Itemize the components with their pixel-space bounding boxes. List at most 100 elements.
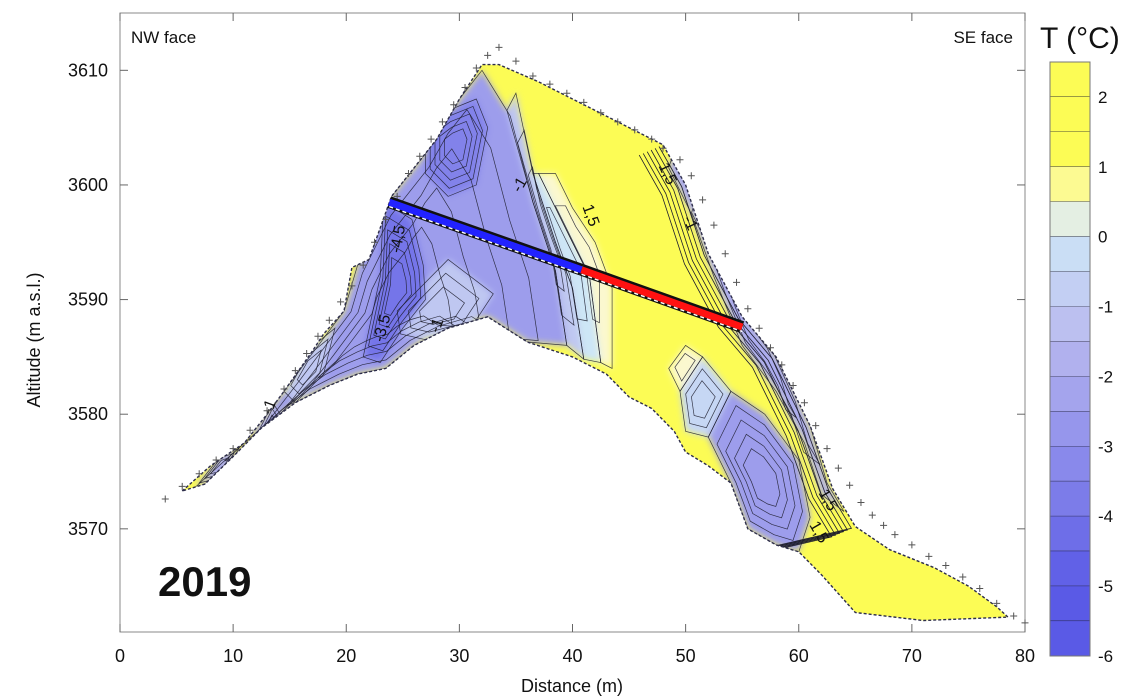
electrode-markers: [161, 43, 1029, 627]
contour-line: [546, 207, 588, 322]
electrode-marker: [891, 531, 899, 539]
x-tick-label: 60: [789, 646, 809, 666]
y-axis-label: Altitude (m a.s.l.): [24, 272, 44, 407]
colorbar-band: [1050, 376, 1090, 412]
electrode-marker: [178, 482, 186, 490]
colorbar: T (°C) 2 1 0 -1 -2 -3 -4 -5 -6: [1040, 22, 1120, 666]
contour-line: [538, 173, 613, 369]
electrode-marker: [857, 498, 865, 506]
colorbar-band: [1050, 201, 1090, 237]
contour-line: [373, 229, 417, 340]
cross-section-line: [387, 196, 745, 333]
electrode-marker: [812, 422, 820, 430]
colorbar-band: [1050, 516, 1090, 552]
electrode-marker: [325, 316, 333, 324]
x-tick-label: 40: [562, 646, 582, 666]
cold-segment-dash: [389, 205, 582, 275]
colorbar-ticks: 2 1 0 -1 -2 -3 -4 -5 -6: [1098, 88, 1113, 666]
electrode-marker: [280, 385, 288, 393]
colorbar-band: [1050, 551, 1090, 587]
electrode-marker: [563, 89, 571, 97]
electrode-marker: [195, 470, 203, 478]
contour-line: [429, 105, 483, 189]
contour-line: [742, 448, 781, 507]
colorbar-tick-label: -2: [1098, 367, 1113, 386]
electrode-marker: [314, 332, 322, 340]
electrode-marker: [648, 135, 656, 143]
electrode-marker: [778, 361, 786, 369]
electrode-marker: [472, 64, 480, 72]
electrode-marker: [744, 305, 752, 313]
x-tick-label: 10: [223, 646, 243, 666]
contour-line: [434, 113, 478, 181]
contour-line: [734, 433, 788, 519]
colorbar-band: [1050, 306, 1090, 342]
x-tick-label: 80: [1015, 646, 1035, 666]
electrode-marker: [580, 98, 588, 106]
contour-line: [685, 368, 724, 429]
contour-line: [554, 205, 600, 324]
electrode-marker: [212, 456, 220, 464]
electrode-marker: [659, 144, 667, 152]
colorbar-band: [1050, 236, 1090, 272]
electrode-marker: [1010, 612, 1018, 620]
electrode-marker: [614, 118, 622, 126]
temperature-zone-8: [506, 93, 584, 360]
warm-segment: [580, 266, 744, 331]
electrode-marker: [495, 43, 503, 51]
contour-label: -4,5: [388, 224, 410, 254]
y-tick-label: 3600: [68, 175, 108, 195]
contour-line: [517, 129, 575, 327]
electrode-marker: [404, 169, 412, 177]
contour-line: [378, 243, 412, 328]
colorbar-band: [1050, 166, 1090, 202]
electrode-marker: [529, 72, 537, 80]
colorbar-band: [1050, 446, 1090, 482]
electrode-marker: [959, 573, 967, 581]
temperature-zone-4: [363, 202, 426, 363]
electrode-marker: [942, 562, 950, 570]
colorbar-band: [1050, 271, 1090, 307]
contour-line: [383, 256, 408, 316]
electrode-marker: [597, 109, 605, 117]
electrode-marker: [450, 101, 458, 109]
contour-label: -1: [679, 213, 700, 233]
contour-line: [296, 349, 322, 386]
colorbar-band: [1050, 341, 1090, 377]
x-tick-label: 20: [336, 646, 356, 666]
colorbar-tick-label: -4: [1098, 507, 1113, 526]
electrode-marker: [710, 221, 718, 229]
colorbar-band: [1050, 411, 1090, 447]
electrode-marker: [699, 196, 707, 204]
contour-line: [368, 215, 422, 352]
electrode-marker: [512, 57, 520, 65]
y-tick-label: 3610: [68, 60, 108, 80]
electrode-marker: [371, 238, 379, 246]
contour-line: [691, 380, 716, 419]
nw-face-label: NW face: [131, 28, 196, 47]
electrode-marker: [303, 349, 311, 357]
contour-line: [716, 405, 803, 541]
contour-label: -1: [259, 397, 280, 416]
electrode-marker: [789, 382, 797, 390]
electrode-marker: [461, 84, 469, 92]
colorbar-band: [1050, 621, 1090, 656]
colorbar-band: [1050, 481, 1090, 517]
electrode-marker: [382, 215, 390, 223]
electrode-marker: [721, 250, 729, 258]
electrode-marker: [766, 344, 774, 352]
contour-line: [444, 128, 468, 165]
electrode-marker: [687, 172, 695, 180]
colorbar-tick-label: 2: [1098, 88, 1107, 107]
contour-label: 1,5: [579, 202, 603, 229]
colorbar-tick-label: -3: [1098, 437, 1113, 456]
electrode-marker: [161, 495, 169, 503]
y-axis-ticks: 3570 3580 3590 3600 3610: [68, 60, 1025, 539]
electrode-marker: [755, 324, 763, 332]
electrode-marker: [229, 445, 237, 453]
electrode-marker: [348, 282, 356, 290]
electrode-marker: [846, 481, 854, 489]
colorbar-band: [1050, 62, 1090, 97]
electrode-marker: [359, 261, 367, 269]
electrode-marker: [484, 51, 492, 59]
